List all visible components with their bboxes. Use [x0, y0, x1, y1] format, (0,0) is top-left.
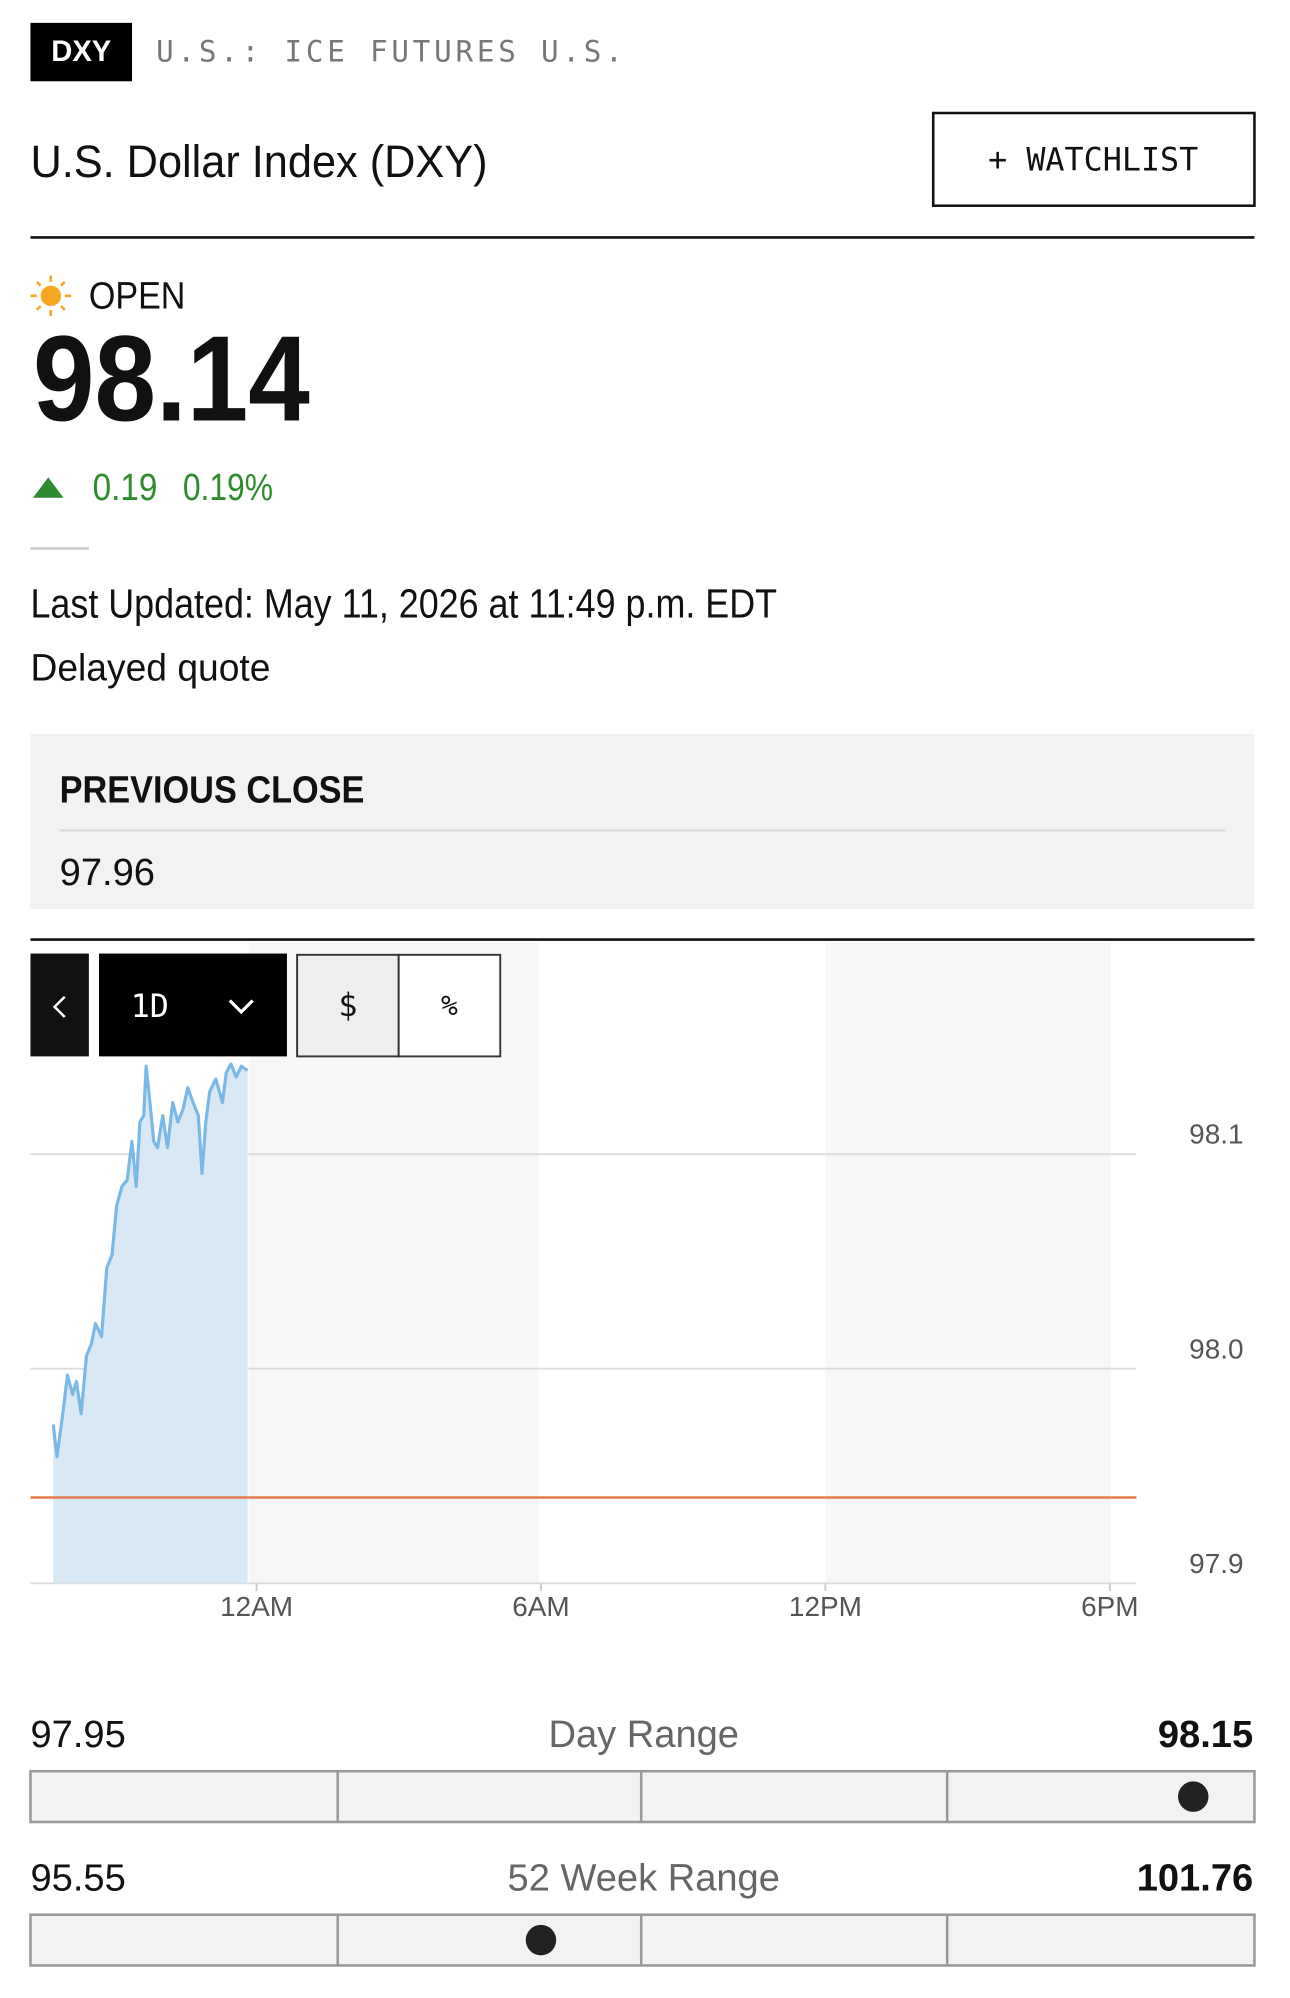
change: 0.19: [93, 467, 158, 509]
previous-close-box: [30, 733, 1255, 910]
percent-label[interactable]: %: [441, 989, 458, 1022]
back-icon[interactable]: [52, 995, 66, 1018]
delayed-note: Delayed quote: [30, 647, 270, 689]
time-band: [825, 942, 1111, 1584]
y-tick-label: 97.9: [1189, 1548, 1243, 1579]
period-select[interactable]: [99, 953, 287, 1057]
range-low: 97.95: [30, 1714, 125, 1756]
price: 98.14: [33, 311, 310, 447]
dropdown-icon[interactable]: [228, 999, 254, 1015]
previous-close-value: 97.96: [60, 852, 155, 894]
y-tick-label: 98.0: [1189, 1333, 1243, 1364]
y-tick-label: 98.1: [1189, 1119, 1243, 1150]
ranges: 97.95 Day Range 98.15 95.55 52 Week Range 101…: [29, 1714, 1256, 1967]
previous-close-label: PREVIOUS CLOSE: [60, 769, 365, 811]
market-status: OPEN: [89, 275, 185, 317]
range-marker: [1178, 1781, 1209, 1812]
sun-icon: [30, 275, 72, 317]
x-tick-label: 12AM: [220, 1591, 293, 1622]
area: [53, 1064, 248, 1584]
exchange: U.S.: ICE FUTURES U.S.: [156, 34, 626, 68]
range-label: 52 Week Range: [508, 1857, 780, 1899]
range-marker: [525, 1924, 557, 1956]
period-label[interactable]: 1D: [131, 989, 169, 1025]
dollar-toggle[interactable]: [296, 953, 400, 1058]
page-title: U.S. Dollar Index (DXY): [30, 136, 487, 187]
x-tick-label: 6PM: [1081, 1591, 1138, 1622]
range-high: 98.15: [1158, 1714, 1253, 1756]
range-low: 95.55: [30, 1857, 125, 1899]
price-line: [51, 1062, 249, 1459]
range-label: Day Range: [548, 1714, 739, 1756]
watchlist-button[interactable]: [931, 111, 1256, 207]
ticker: DXY: [51, 36, 111, 68]
watchlist-label[interactable]: + WATCHLIST: [988, 142, 1198, 178]
ticker-badge: [30, 22, 133, 82]
up-arrow: [33, 477, 64, 498]
back-button[interactable]: [30, 953, 89, 1057]
change-percent: 0.19%: [183, 467, 273, 509]
plot: 97.9 98.0 98.1 12AM 6AM 12PM 6PM: [30, 1062, 1244, 1622]
x-tick-label: 12PM: [789, 1591, 862, 1622]
last-updated: Last Updated: May 11, 2026 at 11:49 p.m.…: [30, 581, 777, 627]
percent-toggle[interactable]: [397, 953, 502, 1058]
x-tick-label: 6AM: [512, 1591, 569, 1622]
dollar-label[interactable]: $: [338, 988, 357, 1024]
range-high: 101.76: [1137, 1857, 1253, 1899]
